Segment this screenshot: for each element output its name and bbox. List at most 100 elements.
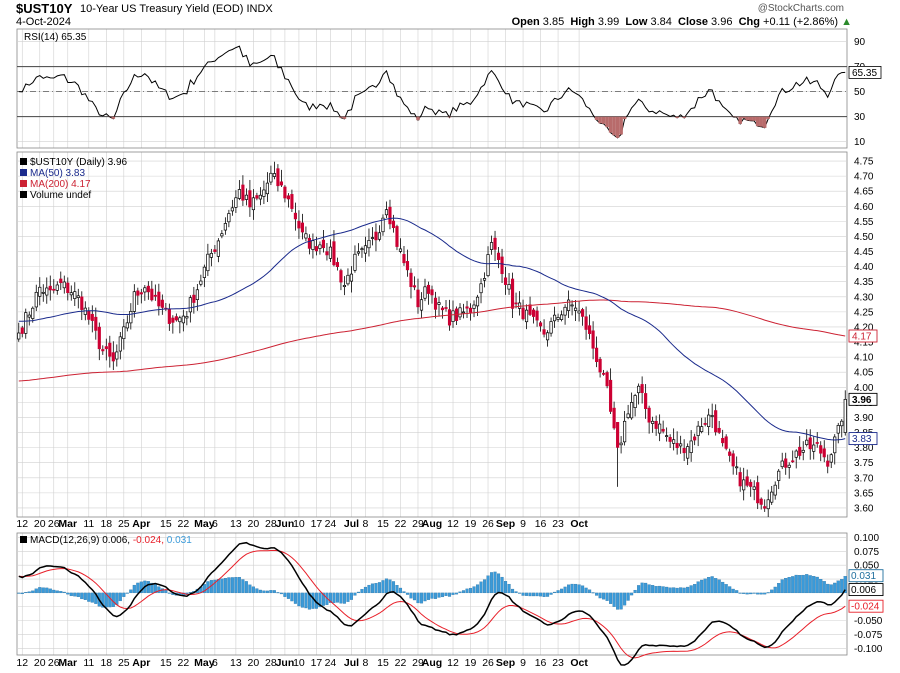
macd-histogram-bar: [34, 588, 38, 594]
candle-body: [388, 206, 392, 225]
candle-body: [433, 297, 438, 310]
candle-body: [192, 294, 196, 303]
macd-histogram-bar: [808, 575, 812, 594]
macd-histogram-bar: [157, 586, 161, 594]
macd-histogram-bar: [493, 571, 497, 594]
macd-histogram-bar: [661, 586, 665, 594]
candle-body: [136, 290, 140, 296]
candle-body: [265, 182, 269, 195]
candle-body: [426, 284, 431, 294]
macd-histogram-bar: [367, 584, 371, 594]
candle-body: [402, 254, 406, 264]
rsi-oversold-fill: [762, 116, 767, 128]
candle-body: [710, 415, 714, 417]
macd-histogram-bar: [836, 580, 840, 594]
macd-histogram-bar: [349, 592, 354, 600]
x-tick-label: 10: [293, 657, 305, 669]
macd-histogram-bar: [654, 586, 658, 594]
close-label: Close: [678, 16, 708, 28]
high-label: High: [570, 16, 595, 28]
candle-body: [262, 189, 266, 197]
price-tick-label: 4.50: [854, 232, 874, 243]
candle-body: [41, 291, 45, 294]
macd-histogram-bar: [581, 585, 585, 594]
macd-histogram-bar: [658, 585, 662, 594]
ohlc-readout: Open 3.85 High 3.99 Low 3.84 Close 3.96 …: [512, 16, 852, 28]
macd-histogram-bar: [798, 575, 802, 594]
candle-body: [314, 246, 319, 252]
macd-histogram-bar: [24, 592, 28, 594]
price-tick-label: 4.20: [854, 322, 874, 333]
candle-body: [440, 307, 445, 311]
candle-body: [560, 314, 564, 320]
macd-histogram-bar: [500, 576, 504, 594]
candle-body: [160, 299, 164, 308]
x-tick-label: Jun: [276, 518, 295, 530]
candle-body: [202, 266, 206, 278]
candle-body: [59, 278, 63, 284]
candle-body: [195, 289, 199, 300]
macd-histogram-bar: [286, 592, 290, 599]
candle-body: [609, 379, 613, 412]
candle-body: [756, 482, 760, 504]
macd-histogram-bar: [108, 592, 112, 608]
macd-histogram-bar: [73, 592, 77, 597]
candle-body: [129, 310, 133, 324]
candle-body: [623, 420, 627, 443]
macd-histogram-bar: [770, 589, 774, 594]
candle-body: [465, 306, 469, 309]
macd-histogram-bar: [475, 584, 480, 594]
candle-body: [118, 336, 122, 352]
macd-histogram-bar: [248, 584, 252, 594]
price-tick-label: 4.60: [854, 202, 874, 213]
candle-body: [672, 439, 676, 444]
rsi-tick-label: 30: [854, 112, 866, 123]
x-tick-label: 19: [465, 657, 477, 669]
macd-histogram-bar: [335, 592, 339, 603]
candle-body: [286, 195, 290, 200]
macd-histogram-bar: [132, 584, 136, 594]
x-tick-label: 24: [325, 657, 337, 669]
macd-signal-last-box: [848, 599, 884, 613]
macd-histogram-bar: [461, 590, 466, 594]
macd-histogram-bar: [402, 591, 406, 594]
candle-body: [840, 420, 844, 427]
candle-body: [528, 304, 532, 315]
price-tick-label: 3.60: [854, 503, 874, 514]
candle-body: [353, 253, 357, 271]
x-tick-label: 22: [395, 518, 407, 530]
rsi-oversold-fill: [601, 116, 606, 124]
price-tick-label: 4.05: [854, 368, 874, 379]
open-value: 3.85: [542, 16, 565, 28]
macd-histogram-bar: [76, 592, 80, 598]
macd-histogram-bar: [794, 574, 798, 594]
macd-histogram-bar: [630, 592, 634, 596]
macd-histogram-bar: [27, 591, 31, 594]
candle-body: [87, 310, 91, 320]
candle-body: [805, 439, 809, 445]
candle-body: [752, 486, 756, 490]
x-tick-label: May: [194, 657, 215, 669]
chart-date: 4-Oct-2024: [16, 16, 72, 28]
x-tick-label: 22: [395, 657, 407, 669]
candle-body: [472, 304, 476, 309]
macd-histogram-bar: [300, 592, 304, 608]
macd-histogram-bar: [269, 590, 273, 594]
macd-signal-last-label: -0.024: [851, 602, 880, 613]
candle-body: [290, 194, 294, 209]
x-tick-label: Mar: [58, 518, 77, 530]
rsi-oversold-fill: [111, 116, 116, 119]
price-tick-label: 4.55: [854, 217, 874, 228]
rsi-oversold-fill: [745, 116, 749, 121]
macd-histogram-bar: [801, 574, 805, 594]
candle-body: [693, 436, 697, 441]
candle-body: [658, 423, 662, 434]
x-tick-label: 17: [311, 657, 323, 669]
macd-histogram-bar: [668, 587, 672, 594]
macd-histogram-bar: [188, 592, 192, 594]
candle-body: [419, 299, 424, 311]
candle-body: [248, 190, 252, 208]
macd-histogram-bar: [318, 592, 322, 608]
candle-body: [829, 454, 833, 463]
